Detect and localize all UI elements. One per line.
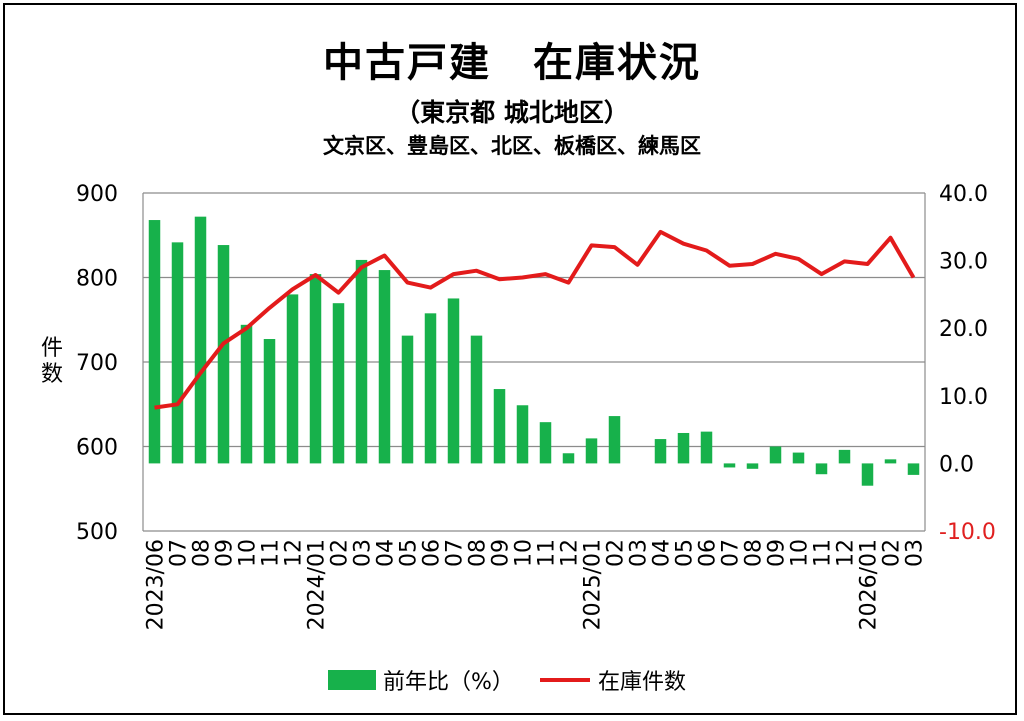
x-tick-label: 03	[351, 539, 376, 567]
x-tick-label: 11	[259, 539, 284, 567]
y-left-tick-label: 600	[76, 436, 118, 461]
y-right-tick-label: 30.0	[939, 250, 988, 275]
x-tick-label: 2023/06	[144, 539, 169, 630]
x-tick-label: 12	[558, 539, 583, 567]
bar	[746, 463, 759, 469]
y-right-tick-label: 0.0	[939, 452, 974, 477]
legend-label-line: 在庫件数	[598, 670, 686, 695]
bar	[309, 274, 322, 464]
bar	[562, 453, 575, 464]
x-tick-label: 04	[374, 539, 399, 567]
x-tick-label: 08	[466, 539, 491, 567]
x-tick-label: 07	[167, 539, 192, 567]
x-tick-label: 08	[190, 539, 215, 567]
legend-swatch-bar	[328, 670, 376, 690]
x-tick-label: 09	[213, 539, 238, 567]
x-tick-label: 10	[512, 539, 537, 567]
bar	[424, 313, 437, 464]
x-tick-label: 2024/01	[305, 539, 330, 630]
legend-label-bar: 前年比（%）	[383, 670, 514, 695]
bar	[217, 245, 230, 464]
chart-title: 中古戸建 在庫状況	[323, 40, 701, 86]
bar	[194, 216, 207, 464]
y-left-axis-label-char: 件	[41, 336, 63, 361]
chart-subtitle: （東京都 城北地区）	[395, 98, 629, 127]
bar	[516, 405, 529, 464]
x-tick-label: 07	[443, 539, 468, 567]
bar	[148, 220, 161, 464]
y-left-tick-label: 900	[76, 182, 118, 207]
bar	[585, 438, 598, 464]
x-tick-label: 09	[765, 539, 790, 567]
bar	[240, 324, 253, 464]
y-left-tick-label: 700	[76, 351, 118, 376]
y-left-tick-label: 800	[76, 267, 118, 292]
bar	[723, 463, 736, 468]
y-right-tick-label: 10.0	[939, 385, 988, 410]
bar	[171, 242, 184, 464]
x-tick-label: 06	[420, 539, 445, 567]
x-tick-label: 03	[903, 539, 928, 567]
bar	[700, 431, 713, 464]
bar	[470, 335, 483, 464]
x-tick-label: 04	[650, 539, 675, 567]
chart-subtitle-wards: 文京区、豊島区、北区、板橋区、練馬区	[323, 134, 701, 158]
bar	[654, 439, 667, 464]
x-tick-label: 07	[719, 539, 744, 567]
y-left-axis-label-char: 数	[41, 362, 63, 387]
x-tick-label: 05	[673, 539, 698, 567]
y-right-tick-label: 20.0	[939, 317, 988, 342]
bar	[539, 422, 552, 464]
y-left-tick-label: 500	[76, 520, 118, 545]
bar	[493, 389, 506, 464]
bar	[769, 446, 782, 464]
bar	[378, 270, 391, 464]
x-tick-label: 09	[489, 539, 514, 567]
x-tick-label: 11	[811, 539, 836, 567]
x-tick-label: 10	[236, 539, 261, 567]
bar	[884, 459, 897, 464]
bar	[332, 303, 345, 464]
bar	[401, 335, 414, 464]
y-right-tick-label: 40.0	[939, 182, 988, 207]
x-tick-label: 2026/01	[857, 539, 882, 630]
x-tick-label: 03	[627, 539, 652, 567]
bar	[838, 449, 851, 464]
x-tick-label: 11	[535, 539, 560, 567]
bar	[677, 432, 690, 464]
x-tick-label: 06	[696, 539, 721, 567]
x-tick-label: 10	[788, 539, 813, 567]
x-tick-label: 02	[604, 539, 629, 567]
bar	[608, 416, 621, 464]
x-tick-label: 08	[742, 539, 767, 567]
bar	[815, 463, 828, 475]
x-tick-label: 2025/01	[581, 539, 606, 630]
x-tick-label: 02	[880, 539, 905, 567]
x-tick-label: 12	[834, 539, 859, 567]
bar	[792, 452, 805, 464]
bar	[286, 294, 299, 464]
bar	[861, 463, 874, 486]
x-tick-label: 05	[397, 539, 422, 567]
bar	[907, 463, 920, 475]
y-right-tick-label: -10.0	[939, 520, 996, 545]
bar	[447, 298, 460, 464]
x-tick-label: 02	[328, 539, 353, 567]
bar	[263, 339, 276, 464]
x-tick-label: 12	[282, 539, 307, 567]
inventory-line	[154, 229, 916, 410]
bar	[355, 259, 368, 464]
